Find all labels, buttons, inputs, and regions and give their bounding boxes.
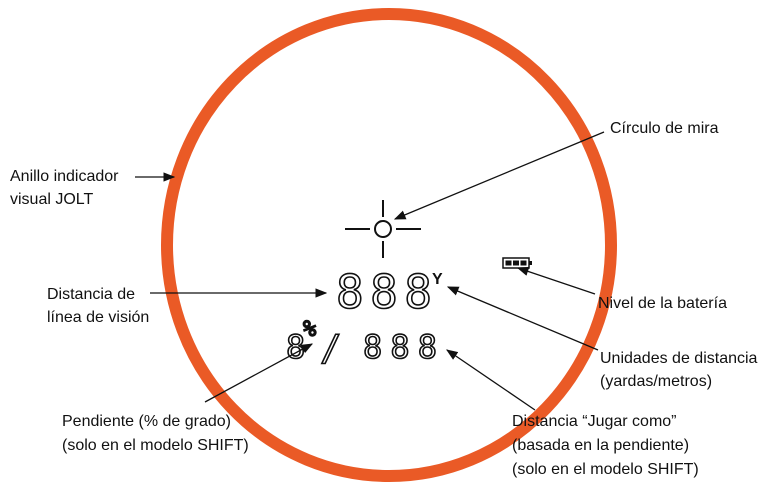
callout-text: (solo en el modelo SHIFT): [512, 461, 699, 478]
callout-text: Unidades de distancia: [600, 350, 758, 367]
plays-like-readout: 888: [363, 328, 437, 366]
battery-icon: [502, 257, 532, 269]
callout-text: (yardas/metros): [600, 373, 712, 390]
callout-text: visual JOLT: [10, 191, 94, 208]
callout-text: Anillo indicador: [10, 168, 119, 185]
jolt-ring: [161, 8, 617, 482]
callout-text: (basada en la pendiente): [512, 437, 689, 454]
slope-readout: 8: [286, 328, 305, 366]
callout-text: Distancia de: [47, 286, 135, 303]
reticle: [345, 200, 421, 258]
distance-readout: 888: [336, 265, 432, 319]
slash: /: [320, 328, 342, 369]
callout-text: Nivel de la batería: [598, 295, 727, 312]
percent-sign: %: [303, 317, 316, 342]
callout-text: Pendiente (% de grado): [62, 413, 231, 430]
callout-text: (solo en el modelo SHIFT): [62, 437, 249, 454]
callout-text: Círculo de mira: [610, 120, 719, 137]
callout-text: Distancia “Jugar como”: [512, 413, 677, 430]
arrows: [135, 131, 605, 411]
callout-text: línea de visión: [47, 309, 149, 326]
unit-readout: Y: [432, 271, 443, 288]
